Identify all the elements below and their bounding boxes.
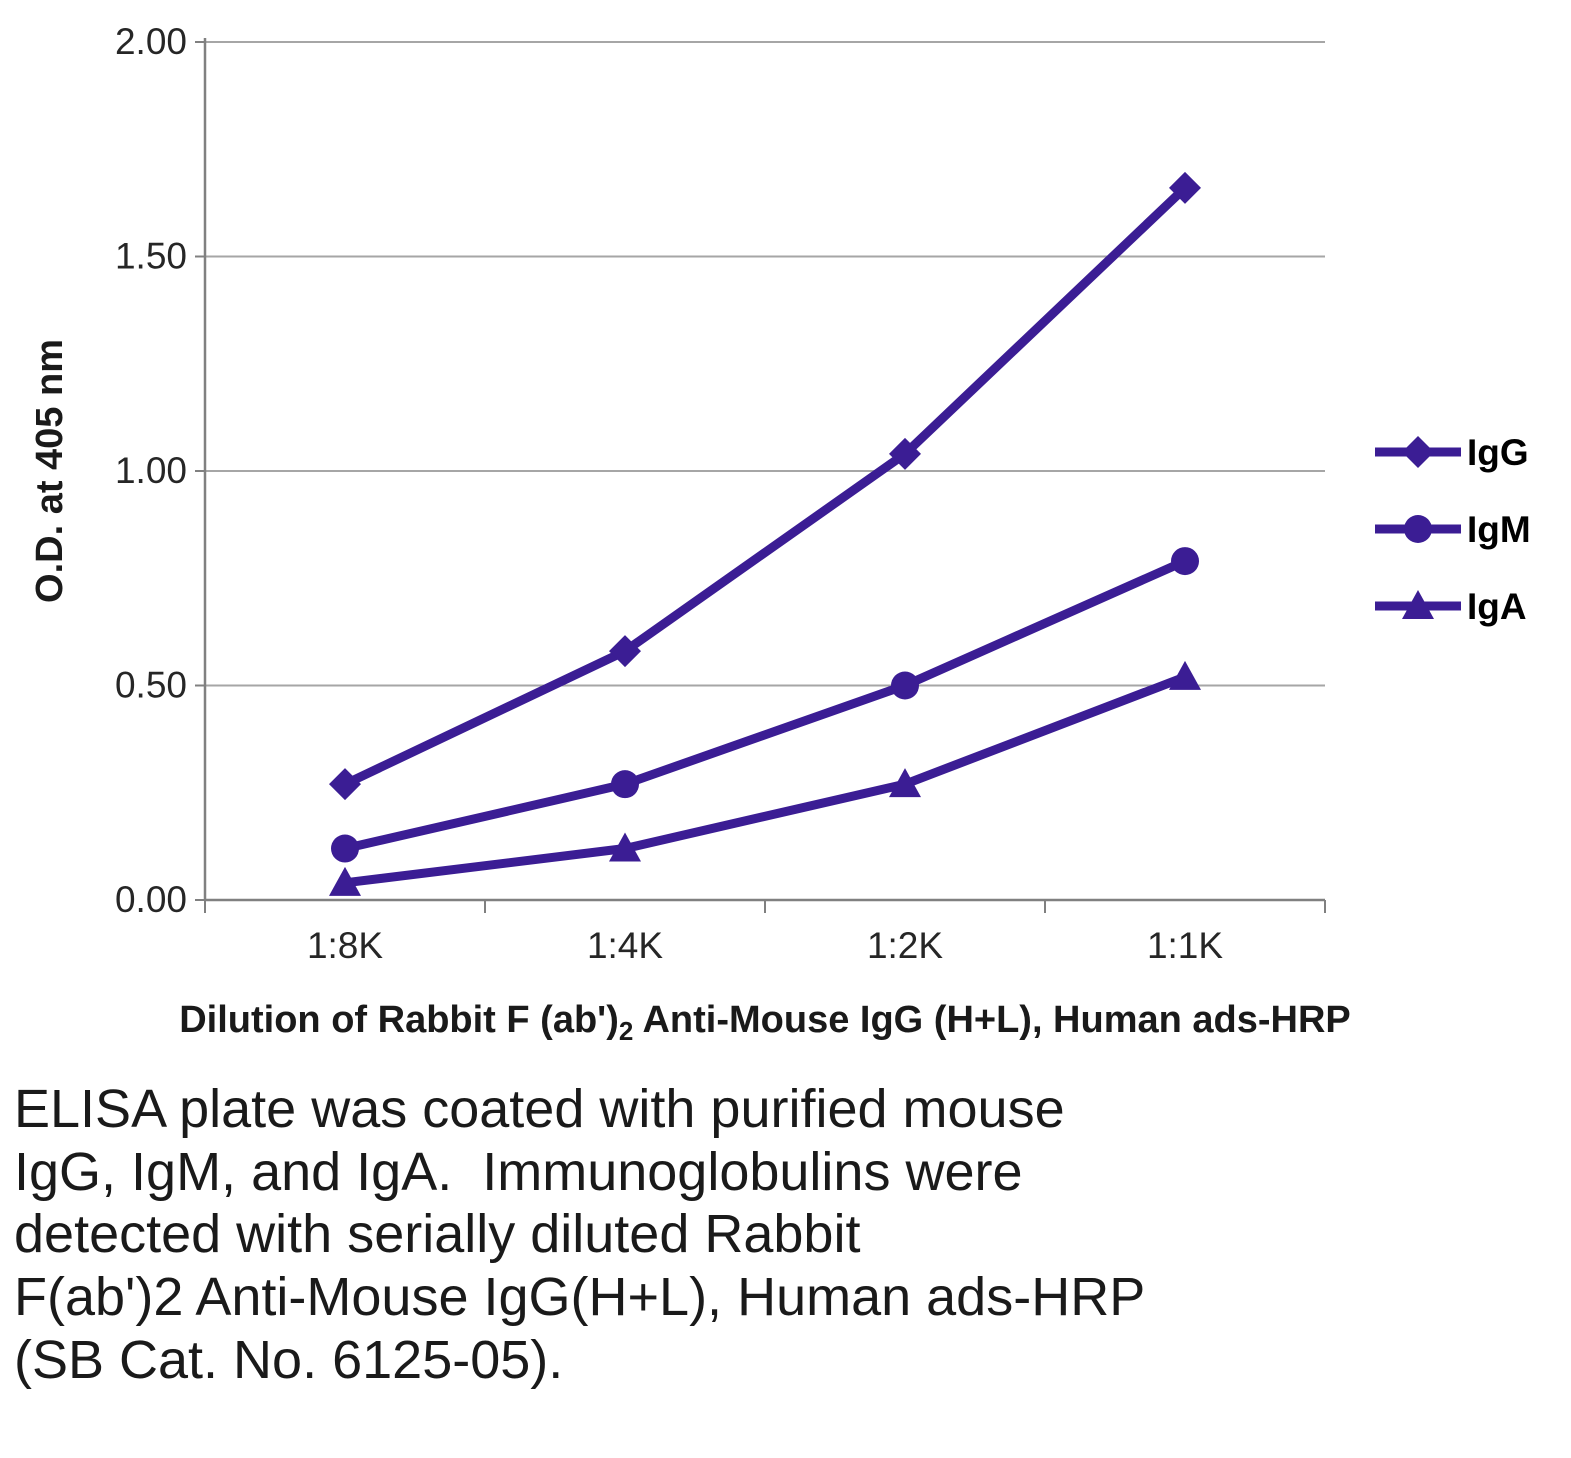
x-category-label: 1:8K xyxy=(307,925,383,966)
marker-IgG xyxy=(889,437,921,470)
y-tick-label: 2.00 xyxy=(115,21,187,62)
y-tick-label: 1.50 xyxy=(115,236,187,277)
x-category-label: 1:1K xyxy=(1147,925,1223,966)
legend-label-IgM: IgM xyxy=(1467,509,1531,550)
marker-IgA xyxy=(889,768,921,798)
marker-IgG xyxy=(609,635,641,668)
series-line-IgG xyxy=(340,183,1190,789)
x-category-label: 1:2K xyxy=(867,925,943,966)
legend-label-IgG: IgG xyxy=(1467,432,1529,473)
legend-marker-IgA xyxy=(1402,590,1434,619)
marker-IgM xyxy=(891,671,919,700)
y-tick-label: 1.00 xyxy=(115,450,187,491)
legend-label-IgA: IgA xyxy=(1467,586,1527,627)
marker-IgM xyxy=(1171,547,1199,576)
y-tick-label: 0.00 xyxy=(115,879,187,920)
x-category-label: 1:4K xyxy=(587,925,663,966)
marker-IgG xyxy=(329,768,361,801)
series-line-IgA xyxy=(340,672,1190,888)
marker-IgA xyxy=(609,832,641,862)
marker-IgM xyxy=(611,770,639,799)
series-line-IgM xyxy=(340,556,1190,854)
legend-marker-IgG xyxy=(1402,436,1434,468)
marker-IgM xyxy=(331,834,359,863)
x-axis-title: Dilution of Rabbit F (ab')2 Anti-Mouse I… xyxy=(179,999,1351,1046)
marker-IgG xyxy=(1169,171,1201,204)
marker-IgA xyxy=(329,866,361,896)
marker-IgA xyxy=(1169,660,1201,690)
caption: ELISA plate was coated with purified mou… xyxy=(14,1079,1146,1390)
y-axis-title: O.D. at 405 nm xyxy=(29,339,71,603)
elisa-line-chart: 0.00 0.50 1.00 1.50 2.00 1:8K 1:4K 1:2K 1:1K IgG I… xyxy=(29,21,1531,1046)
legend-marker-IgM xyxy=(1404,515,1432,543)
y-tick-label: 0.50 xyxy=(115,665,187,706)
